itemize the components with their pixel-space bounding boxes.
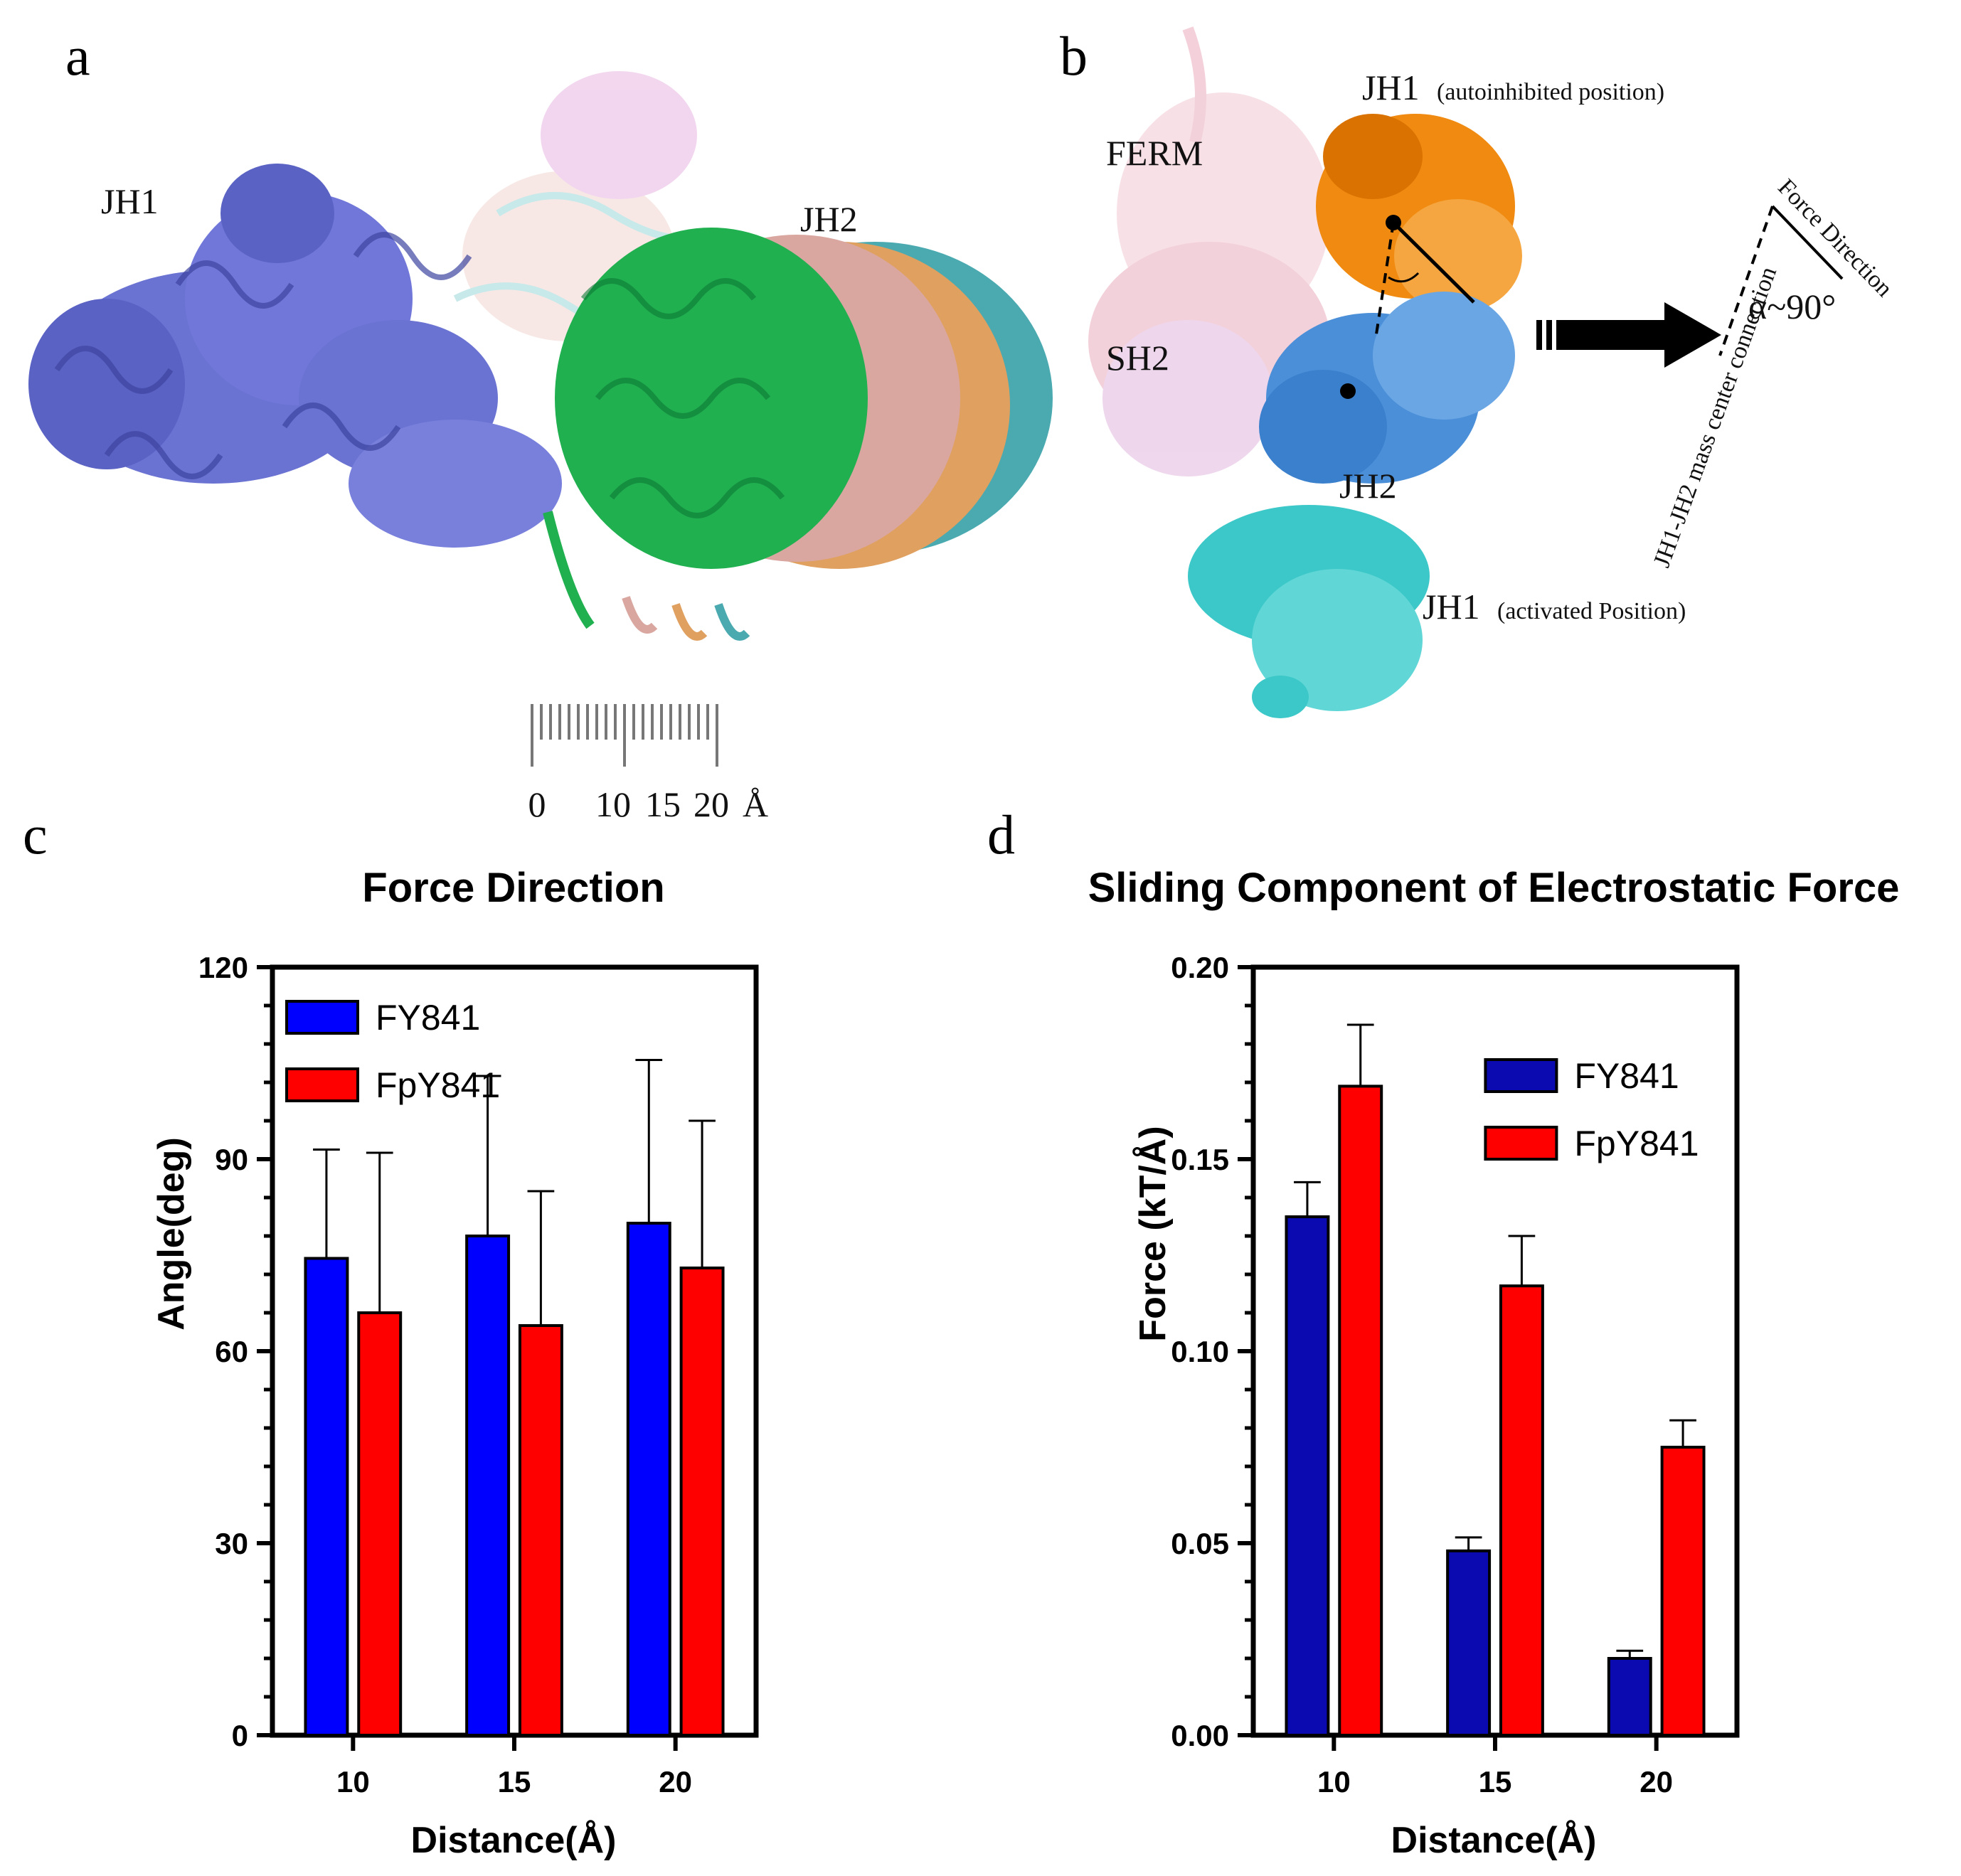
angle-schematic: Force Direction JH1-JH2 mass center conn…: [1649, 174, 1898, 571]
chart-d-bar: [1499, 1284, 1544, 1737]
jh2-superimposed-structures: [543, 228, 1053, 641]
scale-label-10: 10: [595, 784, 631, 824]
chart-d-bar: [1285, 1215, 1330, 1737]
chart-c-ylabel: Angle(deg): [151, 1137, 192, 1331]
chart-d-bar: [1660, 1446, 1706, 1737]
mass-center-markers: [1340, 215, 1475, 399]
chart-d-bar: [1338, 1084, 1383, 1737]
jh1-activated-label: JH1: [1423, 587, 1480, 627]
panel-d-letter: d: [987, 804, 1015, 865]
panel-c: c Force Direction Angle(deg) Distance(Å)…: [23, 804, 759, 1861]
chart-c-ytick-label: 60: [215, 1335, 248, 1368]
chart-c-legend-label: FY841: [376, 998, 480, 1038]
chart-c-bar: [465, 1235, 511, 1737]
scale-label-20: 20: [693, 784, 729, 824]
scale-label-0: 0: [528, 784, 546, 824]
chart-c-plot: 0 30 60 90 120 10 15 20 FY841 FpY841: [198, 951, 759, 1798]
jh1-structure-blue: [28, 164, 562, 548]
chart-d-legend-swatch: [1484, 1126, 1558, 1161]
scale-unit: Å: [743, 784, 768, 824]
chart-d-xtick-label: 20: [1640, 1765, 1673, 1798]
chart-c-bar: [304, 1257, 349, 1737]
panel-b-letter: b: [1060, 25, 1088, 87]
alpha-angle-label: α~90°: [1748, 287, 1836, 326]
chart-c-ytick-label: 0: [232, 1719, 248, 1752]
chart-c-legend-swatch: [285, 1067, 359, 1102]
panel-b: b FERM S: [1060, 25, 1898, 718]
panel-a-letter: a: [65, 25, 90, 87]
chart-c-legend-swatch: [285, 1000, 359, 1035]
jh1-autoinhibited-label: JH1: [1362, 68, 1420, 107]
ferm-label: FERM: [1106, 133, 1203, 173]
scale-label-15: 15: [645, 784, 681, 824]
chart-d-ytick-label: 0.10: [1171, 1335, 1229, 1368]
chart-d-plot: 0.00 0.05 0.10 0.15 0.20 10 15 20 FY841 FpY841: [1171, 951, 1740, 1798]
chart-c-xtick-label: 10: [336, 1765, 370, 1798]
chart-d-ytick-label: 0.15: [1171, 1143, 1229, 1176]
jh1-activated-sublabel: (activated Position): [1497, 598, 1686, 624]
jh2-label-b: JH2: [1339, 466, 1397, 506]
chart-d-legend-label: FY841: [1574, 1056, 1679, 1096]
chart-d-ytick-label: 0.00: [1171, 1719, 1229, 1752]
chart-d-bar: [1607, 1657, 1652, 1737]
chart-d-bar: [1446, 1549, 1492, 1737]
chart-d-ytick-label: 0.05: [1171, 1527, 1229, 1560]
force-direction-label: Force Direction: [1773, 174, 1897, 302]
jh1-autoinhibited-structure: [1316, 114, 1522, 313]
panel-a: a: [28, 25, 1053, 824]
chart-d-legend-label: FpY841: [1574, 1124, 1699, 1163]
jh1-label: JH1: [101, 181, 159, 221]
right-arrow-icon: [1536, 302, 1721, 368]
chart-d-ylabel: Force (kT/Å): [1132, 1126, 1174, 1341]
chart-c-bar: [679, 1267, 725, 1737]
chart-c-xtick-label: 15: [498, 1765, 531, 1798]
chart-c-ytick-label: 120: [198, 951, 248, 984]
chart-d-xtick-label: 10: [1317, 1765, 1351, 1798]
chart-c-xlabel: Distance(Å): [411, 1820, 617, 1861]
chart-d-legend-swatch: [1484, 1058, 1558, 1093]
chart-c-bar: [357, 1311, 403, 1737]
jh2-structure-blue: [1259, 292, 1515, 484]
jh1-activated-structure: [1188, 505, 1430, 718]
jh2-label: JH2: [800, 199, 858, 239]
chart-d-ytick-label: 0.20: [1171, 951, 1229, 984]
chart-d-xtick-label: 15: [1479, 1765, 1512, 1798]
chart-d-xlabel: Distance(Å): [1391, 1820, 1597, 1861]
chart-c-title: Force Direction: [362, 865, 664, 911]
chart-c-bar: [518, 1324, 563, 1737]
chart-c-bar: [626, 1222, 671, 1737]
scale-bar: 0 10 15 20 Å: [528, 704, 768, 824]
panel-c-letter: c: [23, 804, 48, 865]
chart-d-title: Sliding Component of Electrostatic Force: [1088, 865, 1900, 911]
jh1-autoinhibited-sublabel: (autoinhibited position): [1437, 79, 1664, 105]
panel-d: d Sliding Component of Electrostatic For…: [987, 804, 1899, 1861]
chart-c-ytick-label: 90: [215, 1143, 248, 1176]
chart-c-xtick-label: 20: [659, 1765, 692, 1798]
sh2-label: SH2: [1106, 338, 1169, 378]
chart-c-legend-label: FpY841: [376, 1065, 500, 1105]
chart-c-ytick-label: 30: [215, 1527, 248, 1560]
